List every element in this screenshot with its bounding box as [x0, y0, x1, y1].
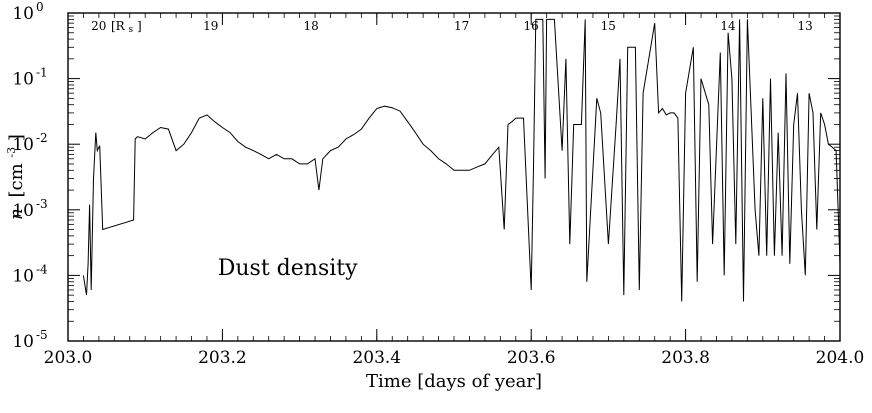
top-axis-label: 19	[203, 19, 218, 33]
y-axis-symbol: n	[6, 208, 27, 220]
y-tick-label: 10	[12, 135, 34, 155]
y-axis-unit: [cm	[6, 163, 27, 197]
y-tick-label: 10	[12, 201, 34, 221]
x-tick-label: 203.8	[661, 348, 710, 368]
y-tick-label-exponent: -3	[36, 197, 48, 211]
top-axis-label: 16	[523, 19, 538, 33]
top-axis-label: 18	[303, 19, 318, 33]
y-tick-label-exponent: -1	[36, 66, 48, 80]
y-tick-label-exponent: -2	[36, 131, 48, 145]
x-tick-label: 203.6	[507, 348, 556, 368]
top-axis-unit-open: [R	[111, 19, 126, 33]
y-tick-label: 10	[12, 4, 34, 24]
y-axis-unit-exponent: -3	[5, 147, 18, 158]
x-tick-label: 204.0	[816, 348, 865, 368]
top-axis-label: 14	[720, 19, 736, 33]
y-tick-label: 10	[12, 332, 34, 352]
plot-frame	[67, 12, 841, 342]
y-axis-title: n [cm -3 ]	[0, 134, 27, 220]
ticks-layer	[67, 12, 841, 342]
x-tick-label: 203.2	[198, 348, 247, 368]
top-axis-unit-sub: s	[129, 25, 134, 35]
top-axis-label: 15	[601, 19, 616, 33]
top-axis-unit: [R s ]	[111, 19, 142, 35]
dust-density-annotation: Dust density	[218, 256, 358, 281]
x-tick-label: 203.4	[352, 348, 401, 368]
x-axis-title: Time [days of year]	[366, 371, 542, 392]
top-axis-label: 13	[798, 19, 813, 33]
y-tick-label: 10	[12, 70, 34, 90]
series-line-0	[82, 18, 841, 302]
top-axis-label: 17	[454, 19, 469, 33]
y-tick-label-exponent: 0	[36, 0, 44, 14]
y-tick-label-exponent: -4	[36, 262, 48, 276]
y-axis-unit-close: ]	[6, 134, 27, 141]
labels-layer: 203.0 203.2 203.4 203.6 203.8 204.010 010 -110-…	[12, 0, 864, 368]
y-tick-label-exponent: -5	[36, 328, 48, 342]
x-tick-label: 203.0	[44, 348, 93, 368]
top-axis-unit-close: ]	[137, 19, 142, 33]
y-tick-label: 10	[12, 266, 34, 286]
top-axis-label: 20	[91, 19, 106, 33]
plot-layer	[82, 18, 841, 302]
